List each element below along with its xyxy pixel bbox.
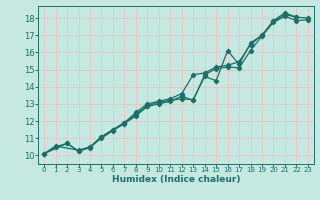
X-axis label: Humidex (Indice chaleur): Humidex (Indice chaleur) xyxy=(112,175,240,184)
